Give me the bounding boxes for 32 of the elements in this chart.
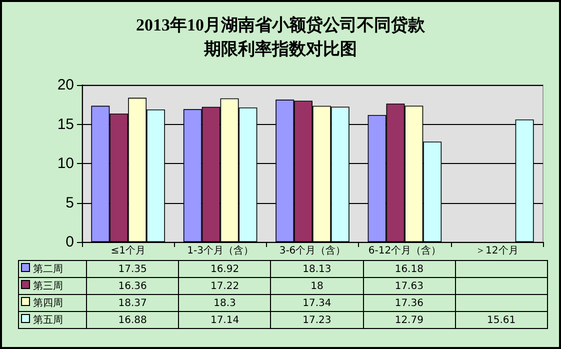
- data-label: 17.35: [86, 260, 179, 278]
- data-label: 16.18: [363, 260, 456, 278]
- data-label: 18: [270, 278, 364, 294]
- data-label: 16.88: [86, 312, 179, 328]
- data-label: 16.92: [178, 260, 271, 278]
- legend-label: 第三周: [18, 278, 86, 294]
- y-tick-label: 10: [57, 155, 74, 172]
- y-tick-label: 15: [57, 116, 74, 133]
- data-label: 17.23: [270, 312, 364, 328]
- x-tick-label: 1-3个月（含）: [187, 244, 254, 256]
- data-label: 12.79: [363, 312, 456, 328]
- data-label: 18.3: [178, 294, 271, 312]
- legend-label: 第五周: [18, 312, 86, 328]
- x-tick-label: ＞12个月: [476, 244, 518, 256]
- chart-title: 2013年10月湖南省小额贷公司不同贷款期限利率指数对比图: [136, 16, 426, 58]
- y-tick-label: 0: [66, 234, 74, 250]
- x-tick-label: 6-12个月（含）: [368, 244, 442, 256]
- legend-label: 第四周: [18, 294, 86, 312]
- data-label: 18.37: [86, 294, 179, 312]
- data-label: 16.36: [86, 278, 179, 294]
- data-label: 17.36: [363, 294, 456, 312]
- data-label: 17.22: [178, 278, 271, 294]
- y-tick-label: 20: [57, 76, 74, 94]
- data-label: 15.61: [455, 312, 548, 328]
- x-tick-label: ≤1个月: [110, 244, 146, 256]
- y-tick-label: 5: [66, 194, 74, 212]
- data-label: 17.63: [363, 278, 456, 294]
- data-label: 17.34: [270, 294, 364, 312]
- data-label: 17.14: [178, 312, 271, 328]
- legend-label: 第二周: [18, 260, 86, 278]
- data-label: 18.13: [270, 260, 364, 278]
- x-tick-label: 3-6个月（含）: [279, 244, 346, 256]
